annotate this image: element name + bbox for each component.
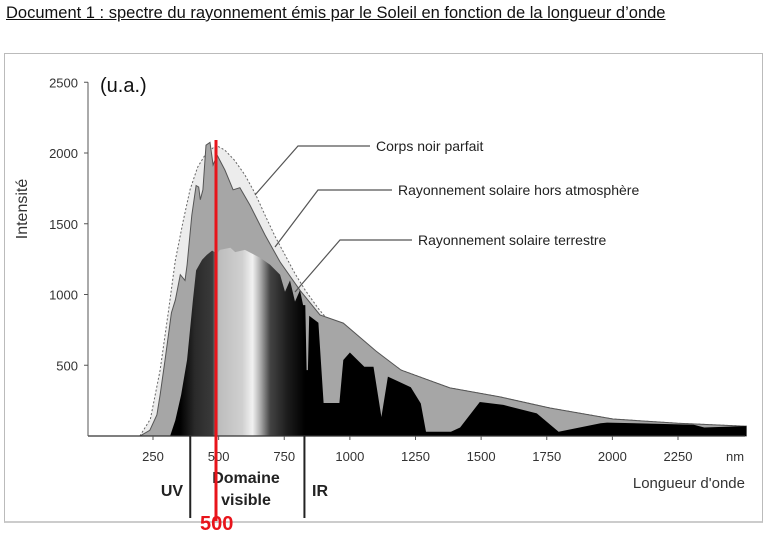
- x-tick-label: 2000: [598, 449, 627, 464]
- document-title: Document 1 : spectre du rayonnement émis…: [6, 4, 666, 22]
- x-tick-label: 2250: [664, 449, 693, 464]
- y-tick-label: 1500: [49, 217, 78, 232]
- x-tick-label: 250: [142, 449, 164, 464]
- y-tick-label: 500: [56, 358, 78, 373]
- leader-line: [274, 189, 392, 248]
- x-unit: nm: [726, 449, 744, 464]
- leader-line: [254, 145, 370, 196]
- region-ir-label: IR: [312, 483, 328, 500]
- x-tick-label: 1500: [467, 449, 496, 464]
- region-visible-label: Domaine: [212, 470, 280, 487]
- series-label: Rayonnement solaire hors atmosphère: [398, 182, 639, 198]
- terrestrial-area: [170, 247, 747, 436]
- y-axis-title: Intensité: [14, 179, 31, 240]
- x-tick-label: 750: [273, 449, 295, 464]
- x-tick-label: 1000: [335, 449, 364, 464]
- peak-marker-label: 500: [200, 513, 233, 533]
- region-visible-label-2: visible: [221, 492, 271, 509]
- series-label: Corps noir parfait: [376, 138, 483, 154]
- region-uv-label: UV: [161, 483, 184, 500]
- y-tick-label: 2000: [49, 146, 78, 161]
- leader-line: [294, 239, 412, 293]
- x-tick-label: 1750: [532, 449, 561, 464]
- y-tick-label: 2500: [49, 75, 78, 90]
- x-tick-label: 1250: [401, 449, 430, 464]
- series-label: Rayonnement solaire terrestre: [418, 232, 607, 248]
- x-tick-label: 500: [208, 449, 230, 464]
- y-tick-label: 1000: [49, 288, 78, 303]
- y-unit: (u.a.): [100, 75, 147, 97]
- x-axis-title: Longueur d'onde: [633, 475, 745, 492]
- figure-frame: [4, 53, 763, 523]
